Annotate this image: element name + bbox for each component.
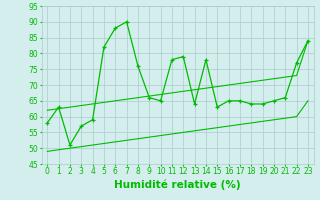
X-axis label: Humidité relative (%): Humidité relative (%)	[114, 179, 241, 190]
